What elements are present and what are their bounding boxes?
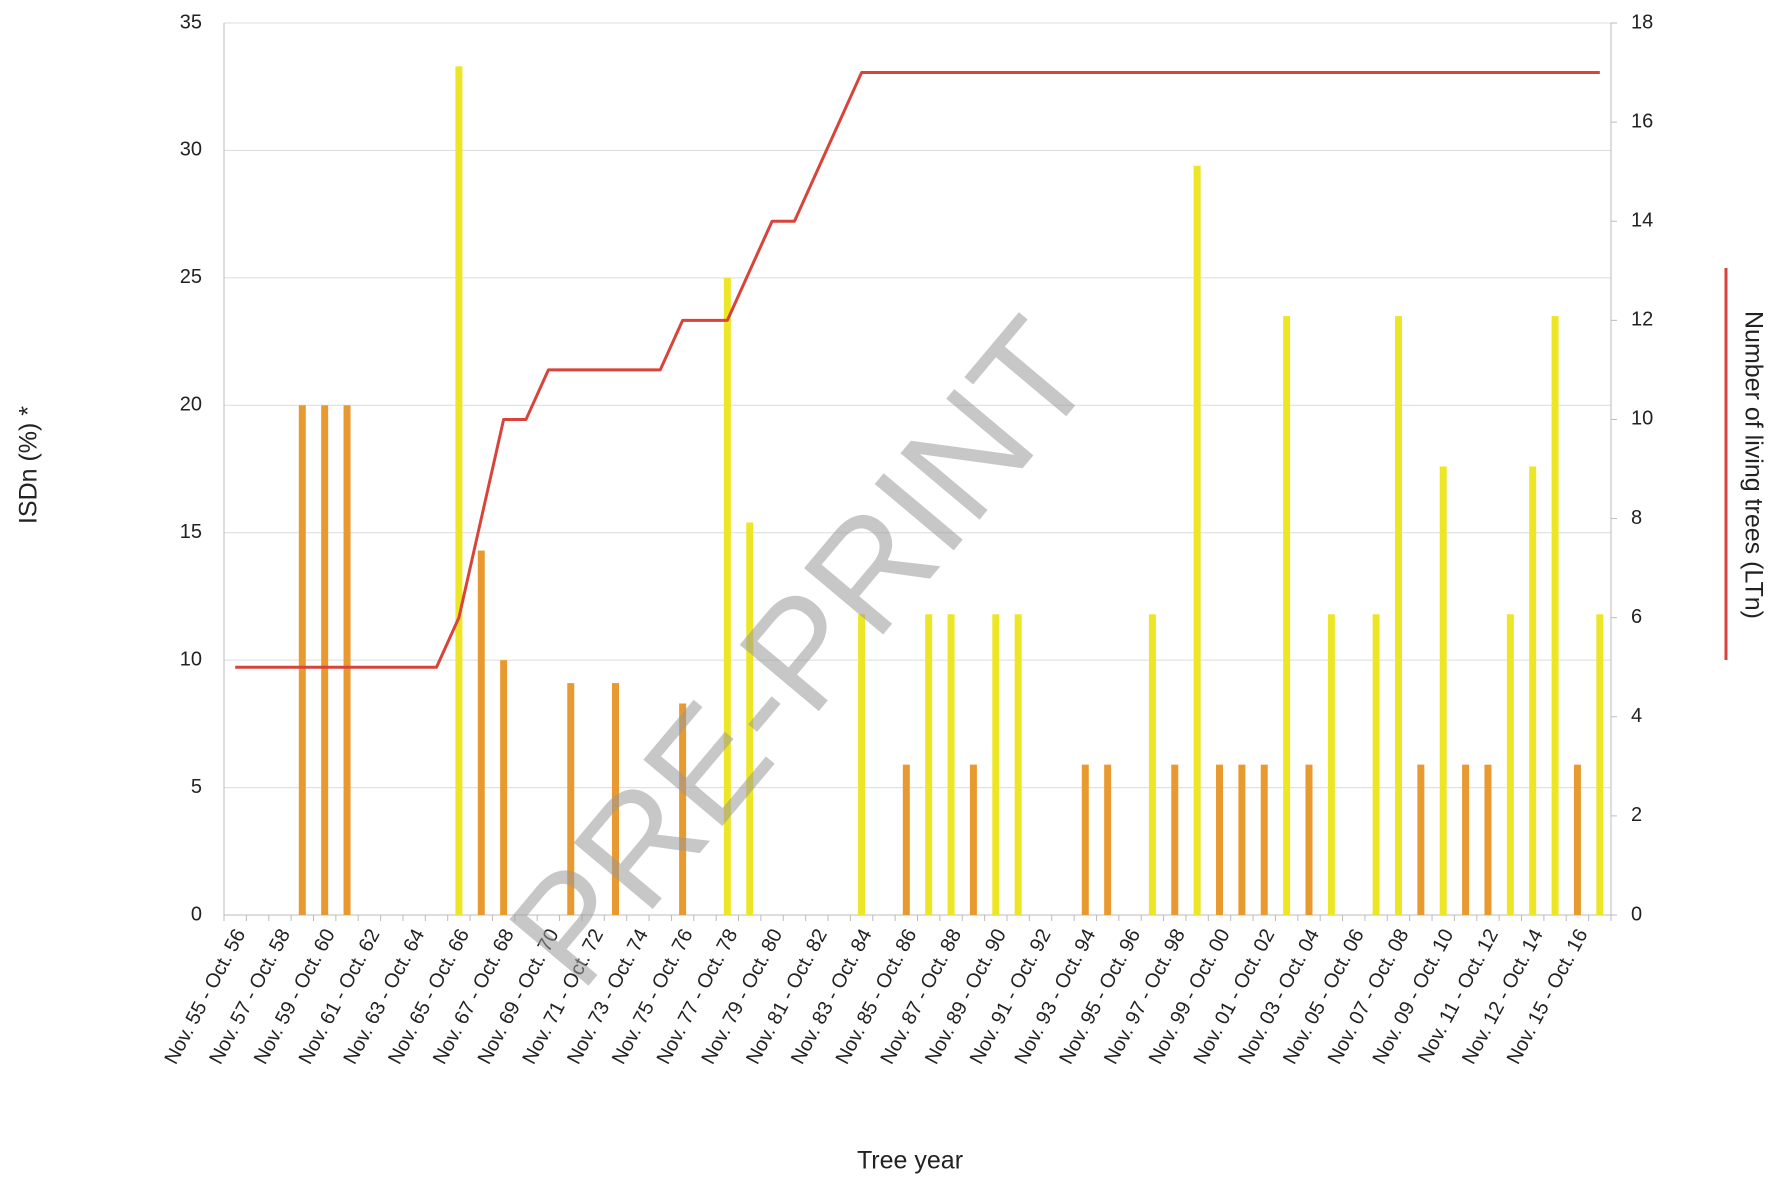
- bar: [1283, 316, 1291, 916]
- bar: [723, 277, 731, 915]
- y-tick-label: 0: [191, 903, 202, 925]
- y2-tick-label: 2: [1631, 804, 1642, 826]
- bar: [611, 683, 619, 915]
- y2-tick-label: 18: [1631, 11, 1653, 33]
- bar: [1372, 614, 1380, 915]
- bar: [1439, 466, 1447, 915]
- bar: [1148, 614, 1156, 915]
- bar: [477, 550, 485, 915]
- y-tick-label: 20: [180, 394, 202, 416]
- bar: [992, 614, 1000, 915]
- bar: [1238, 764, 1246, 915]
- bar: [1216, 764, 1224, 915]
- y2-tick-label: 12: [1631, 309, 1653, 331]
- bar: [1573, 764, 1581, 915]
- bar: [455, 66, 463, 916]
- y2-tick-label: 6: [1631, 606, 1642, 628]
- y-tick-label: 15: [180, 521, 202, 543]
- bar: [1551, 316, 1559, 916]
- bar: [1462, 764, 1470, 915]
- y-tick-label: 30: [180, 139, 202, 161]
- bar: [321, 405, 329, 915]
- y-tick-label: 10: [180, 648, 202, 670]
- y2-tick-label: 14: [1631, 210, 1653, 232]
- bar: [1305, 764, 1313, 915]
- bar: [947, 614, 955, 915]
- y-axis-title: ISDn (%) *: [15, 406, 43, 524]
- bar: [1260, 764, 1268, 915]
- bar: [343, 405, 351, 915]
- line: [235, 71, 1600, 669]
- bar: [969, 764, 977, 915]
- bar: [1193, 165, 1201, 916]
- bar: [1484, 764, 1492, 915]
- y2-tick-label: 10: [1631, 408, 1653, 430]
- bar: [1014, 614, 1022, 915]
- bar: [1596, 614, 1604, 915]
- bar: [1171, 764, 1179, 915]
- y-tick-label: 35: [180, 11, 202, 33]
- bar: [298, 405, 306, 915]
- y-tick-label: 25: [180, 266, 202, 288]
- y-tick-label: 5: [191, 776, 202, 798]
- y2-tick-label: 0: [1631, 903, 1642, 925]
- bar: [1506, 614, 1514, 915]
- bar: [1327, 614, 1335, 915]
- y2-axis-title: Number of living trees (LTn): [1739, 311, 1767, 619]
- x-axis-title: Tree year: [857, 1147, 963, 1175]
- bar: [858, 614, 866, 915]
- bar: [1417, 764, 1425, 915]
- bar: [1104, 764, 1112, 915]
- bar: [746, 522, 754, 915]
- watermark: PRE-PRINT: [476, 288, 1124, 1015]
- y2-tick-label: 16: [1631, 110, 1653, 132]
- y2-tick-label: 4: [1631, 705, 1642, 727]
- bar: [1394, 316, 1402, 916]
- y2-tick-label: 8: [1631, 507, 1642, 529]
- bar: [925, 614, 933, 915]
- bar: [567, 683, 575, 915]
- bar: [679, 703, 687, 915]
- bar: [1529, 466, 1537, 915]
- bar: [902, 764, 910, 915]
- bar: [500, 660, 508, 915]
- bar: [1081, 764, 1089, 915]
